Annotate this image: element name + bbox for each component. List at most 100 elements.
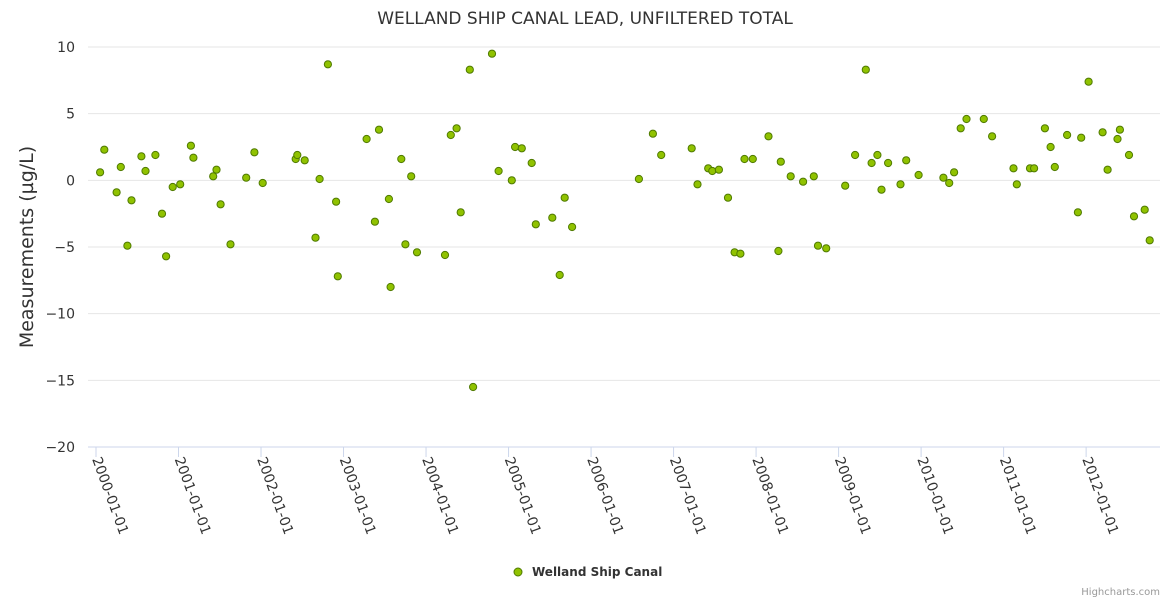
data-point[interactable] [1050, 162, 1059, 172]
data-point[interactable] [764, 132, 773, 141]
data-point[interactable] [141, 166, 150, 176]
data-point[interactable] [112, 188, 121, 197]
data-point[interactable] [877, 185, 886, 194]
data-point[interactable] [956, 124, 965, 133]
data-point[interactable] [822, 244, 831, 253]
data-point[interactable] [902, 156, 911, 165]
data-point[interactable] [507, 176, 516, 185]
data-point[interactable] [1140, 205, 1149, 214]
data-point[interactable] [189, 153, 198, 162]
data-point[interactable] [209, 172, 218, 181]
series-welland-ship-canal-points[interactable] [96, 49, 1154, 392]
data-point[interactable] [300, 156, 309, 165]
data-point[interactable] [939, 173, 948, 182]
data-point[interactable] [293, 150, 302, 160]
data-point[interactable] [242, 173, 251, 182]
data-point[interactable] [786, 172, 795, 181]
data-point[interactable] [896, 180, 905, 189]
data-point[interactable] [452, 124, 461, 133]
data-point[interactable] [873, 150, 882, 160]
credits-link[interactable]: Highcharts.com [1081, 587, 1160, 598]
data-point[interactable] [401, 240, 410, 249]
data-point[interactable] [176, 180, 185, 189]
data-point[interactable] [333, 272, 342, 281]
data-point[interactable] [168, 182, 177, 192]
data-point[interactable] [440, 250, 450, 260]
data-point[interactable] [456, 208, 465, 217]
data-point[interactable] [510, 142, 520, 152]
data-point[interactable] [226, 240, 235, 249]
data-point[interactable] [186, 141, 195, 150]
data-point[interactable] [1077, 133, 1086, 142]
legend-item-welland-ship-canal[interactable]: Welland Ship Canal [532, 565, 662, 579]
data-point[interactable] [548, 213, 557, 222]
data-point[interactable] [100, 145, 109, 154]
legend-marker[interactable] [513, 567, 523, 577]
data-point[interactable] [1098, 128, 1107, 137]
data-point[interactable] [362, 134, 371, 144]
data-point[interactable] [96, 168, 105, 177]
data-point[interactable] [527, 158, 536, 168]
data-point[interactable] [465, 65, 474, 74]
data-point[interactable] [748, 154, 757, 164]
data-point[interactable] [127, 196, 136, 205]
data-point[interactable] [962, 114, 971, 124]
data-point[interactable] [851, 150, 860, 160]
data-point[interactable] [708, 166, 717, 176]
data-point[interactable] [323, 60, 332, 69]
data-point[interactable] [216, 200, 225, 209]
data-point[interactable] [212, 165, 221, 174]
data-point[interactable] [813, 241, 823, 250]
data-point[interactable] [809, 172, 818, 181]
data-point[interactable] [867, 158, 876, 168]
data-point[interactable] [332, 197, 341, 206]
data-point[interactable] [517, 144, 526, 153]
data-point[interactable] [487, 49, 497, 58]
data-point[interactable] [634, 174, 644, 184]
data-point[interactable] [386, 282, 395, 292]
data-point[interactable] [979, 114, 988, 124]
data-point[interactable] [137, 152, 146, 161]
data-point[interactable] [774, 246, 783, 256]
data-point[interactable] [1009, 164, 1018, 173]
data-point[interactable] [560, 193, 569, 202]
data-point[interactable] [157, 209, 167, 218]
data-point[interactable] [736, 249, 745, 258]
data-point[interactable] [776, 157, 785, 166]
legend[interactable]: Welland Ship Canal [513, 565, 662, 579]
data-point[interactable] [657, 150, 666, 160]
data-point[interactable] [714, 165, 724, 174]
data-point[interactable] [123, 241, 132, 250]
data-point[interactable] [116, 162, 125, 172]
data-point[interactable] [693, 180, 702, 189]
data-point[interactable] [1073, 208, 1083, 217]
data-point[interactable] [374, 125, 384, 134]
data-point[interactable] [1040, 124, 1050, 133]
data-point[interactable] [945, 178, 954, 188]
data-point[interactable] [397, 154, 406, 164]
data-point[interactable] [469, 382, 478, 392]
data-point[interactable] [914, 170, 923, 180]
data-point[interactable] [370, 217, 379, 226]
data-point[interactable] [555, 270, 564, 280]
data-point[interactable] [1103, 165, 1112, 174]
data-point[interactable] [1030, 164, 1039, 173]
data-point[interactable] [568, 222, 577, 232]
data-point[interactable] [531, 220, 540, 229]
data-point[interactable] [1012, 180, 1021, 189]
data-point[interactable] [1046, 142, 1055, 152]
data-point[interactable] [1124, 150, 1134, 160]
data-point[interactable] [1115, 125, 1125, 134]
data-point[interactable] [1129, 212, 1139, 221]
data-point[interactable] [723, 193, 733, 202]
data-point[interactable] [315, 174, 324, 184]
data-point[interactable] [446, 130, 455, 140]
data-point[interactable] [884, 158, 893, 168]
data-point[interactable] [988, 132, 997, 141]
data-point[interactable] [258, 178, 267, 188]
data-point[interactable] [250, 148, 259, 157]
data-point[interactable] [384, 194, 393, 204]
data-point[interactable] [407, 172, 416, 181]
data-point[interactable] [1113, 134, 1122, 144]
data-point[interactable] [162, 252, 171, 261]
